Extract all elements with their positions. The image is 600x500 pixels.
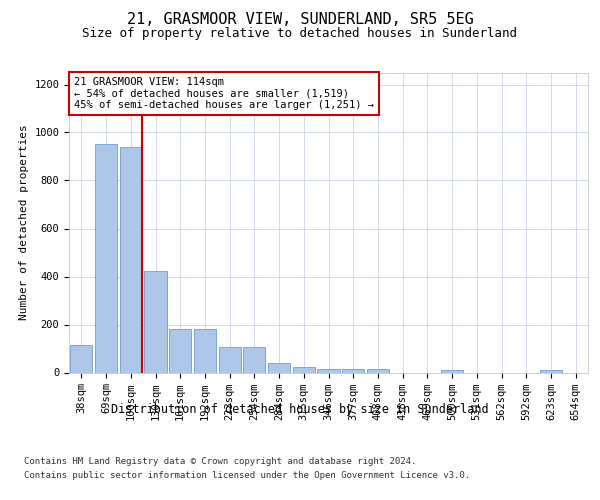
Bar — [367, 369, 389, 372]
Text: Distribution of detached houses by size in Sunderland: Distribution of detached houses by size … — [111, 402, 489, 415]
Bar — [194, 329, 216, 372]
Bar — [95, 144, 117, 372]
Bar — [268, 363, 290, 372]
Text: 21, GRASMOOR VIEW, SUNDERLAND, SR5 5EG: 21, GRASMOOR VIEW, SUNDERLAND, SR5 5EG — [127, 12, 473, 28]
Bar — [342, 369, 364, 372]
Bar — [169, 329, 191, 372]
Bar — [540, 370, 562, 372]
Bar — [441, 370, 463, 372]
Bar — [317, 369, 340, 372]
Y-axis label: Number of detached properties: Number of detached properties — [19, 124, 29, 320]
Bar — [70, 345, 92, 372]
Bar — [145, 270, 167, 372]
Text: Contains public sector information licensed under the Open Government Licence v3: Contains public sector information licen… — [24, 471, 470, 480]
Text: Size of property relative to detached houses in Sunderland: Size of property relative to detached ho… — [83, 28, 517, 40]
Bar — [243, 346, 265, 372]
Bar — [293, 367, 315, 372]
Text: Contains HM Land Registry data © Crown copyright and database right 2024.: Contains HM Land Registry data © Crown c… — [24, 458, 416, 466]
Bar — [119, 147, 142, 372]
Bar — [218, 346, 241, 372]
Text: 21 GRASMOOR VIEW: 114sqm
← 54% of detached houses are smaller (1,519)
45% of sem: 21 GRASMOOR VIEW: 114sqm ← 54% of detach… — [74, 77, 374, 110]
